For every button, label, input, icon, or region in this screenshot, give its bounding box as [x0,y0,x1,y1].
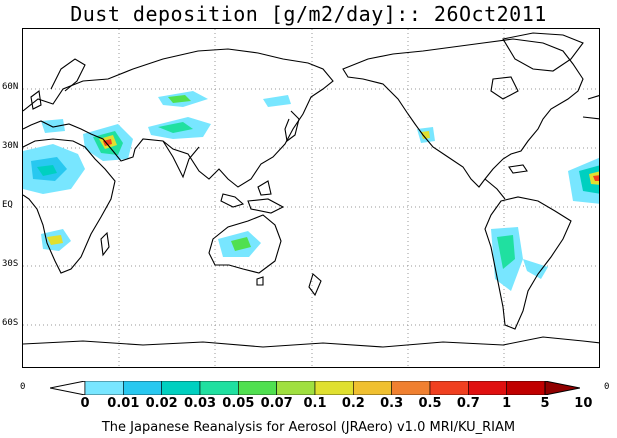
colorbar-tick-label: 0.3 [380,396,404,411]
colorbar-segment [353,381,392,395]
colorbar-tick-label: 0.07 [260,396,293,411]
coastlines [23,32,599,348]
map-title: Dust deposition [g/m2/day]:: 26Oct2011 [70,2,547,26]
dust-deposition-shading [23,91,599,291]
colorbar-segment [50,381,86,395]
colorbar-tick-label: 0.05 [222,396,255,411]
colorbar-segment [391,381,431,395]
colorbar-tick-label: 5 [540,396,550,411]
lat-label-eq: EQ [2,200,13,210]
colorbar-segment [506,381,546,395]
map-panel [22,28,600,368]
colorbar-tick-label: 1 [502,396,512,411]
colorbar-tick-label: 10 [574,396,593,411]
colorbar-segment [84,381,124,395]
colorbar-segment [276,381,316,395]
colorbar [50,381,580,395]
right-edge-label: 0 [604,382,610,392]
lat-label-60n: 60N [2,82,19,92]
colorbar-segment [238,381,277,395]
colorbar-segment [544,381,580,395]
colorbar-tick-label: 0.7 [456,396,480,411]
colorbar-tick-label: 0.02 [145,396,178,411]
colorbar-segment [161,381,201,395]
footer-credit: The Japanese Reanalysis for Aerosol (JRA… [101,420,516,435]
world-map [23,29,599,367]
colorbar-segment [199,381,239,395]
lat-label-30n: 30N [2,141,19,151]
colorbar-tick-label: 0 [80,396,90,411]
colorbar-tick-label: 0.2 [341,396,365,411]
colorbar-segment [123,381,162,395]
colorbar-tick-label: 0.1 [303,396,327,411]
colorbar-segment [468,381,507,395]
colorbar-segment [429,381,469,395]
colorbar-tick-label: 0.03 [183,396,217,411]
colorbar-tick-label: 0.01 [107,396,140,411]
left-edge-label: 0 [20,382,26,392]
lat-label-60s: 60S [2,318,19,328]
colorbar-segment [314,381,354,395]
lat-label-30s: 30S [2,259,19,269]
colorbar-tick-label: 0.5 [418,396,442,411]
